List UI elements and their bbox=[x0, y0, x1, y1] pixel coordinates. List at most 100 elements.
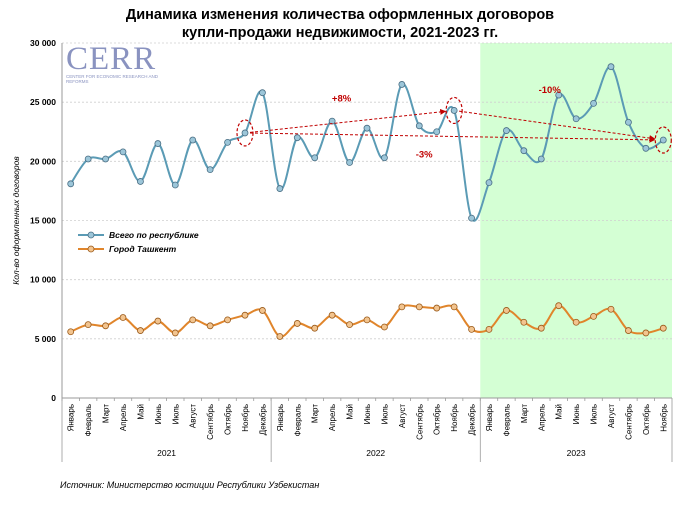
legend-label-tashkent: Город Ташкент bbox=[109, 244, 177, 254]
data-point-tashkent bbox=[520, 318, 528, 326]
x-tick-label: Сентябрь bbox=[206, 404, 215, 440]
data-point-total bbox=[450, 107, 458, 114]
cerr-logo: CERR CENTER FOR ECONOMIC RESEARCH AND RE… bbox=[66, 43, 161, 85]
chart-title-line1: Динамика изменения количества оформленны… bbox=[125, 7, 555, 23]
data-point-total bbox=[119, 148, 127, 156]
legend-swatch-total bbox=[78, 231, 104, 239]
x-tick-label: Апрель bbox=[537, 404, 546, 431]
annotation-label: -3% bbox=[416, 149, 433, 160]
x-tick-label: Октябрь bbox=[433, 404, 442, 435]
x-tick-label: Июль bbox=[380, 404, 389, 424]
x-tick-label: Февраль bbox=[502, 404, 511, 437]
data-point-total bbox=[84, 155, 92, 163]
data-point-total bbox=[485, 179, 493, 187]
x-tick-label: Май bbox=[136, 404, 145, 420]
x-tick-label: Декабрь bbox=[258, 404, 267, 435]
y-tick-label: 25 000 bbox=[30, 97, 56, 107]
y-tick-label: 0 bbox=[51, 393, 56, 403]
x-tick-label: Январь bbox=[67, 404, 76, 431]
y-axis-label: Кол-во оформленных договоров bbox=[11, 156, 21, 285]
data-point-total bbox=[241, 129, 249, 137]
chart-legend: Всего по республике Город Ташкент bbox=[78, 228, 199, 256]
year-label: 2023 bbox=[567, 448, 586, 458]
data-point-total bbox=[520, 147, 528, 155]
x-tick-label: Сентябрь bbox=[415, 404, 424, 440]
data-point-tashkent bbox=[346, 321, 353, 329]
data-point-tashkent bbox=[468, 325, 475, 333]
data-point-total bbox=[625, 118, 632, 126]
data-point-total bbox=[346, 159, 353, 166]
legend-item-total: Всего по республике bbox=[78, 228, 199, 242]
data-point-total bbox=[537, 155, 545, 163]
x-tick-label: Февраль bbox=[293, 404, 302, 437]
data-point-tashkent bbox=[119, 314, 127, 321]
data-point-total bbox=[171, 181, 179, 189]
annotation-arrow bbox=[249, 132, 656, 143]
x-tick-label: Март bbox=[520, 404, 529, 423]
data-point-total bbox=[555, 91, 563, 99]
data-point-tashkent bbox=[293, 320, 301, 327]
data-point-tashkent bbox=[67, 328, 75, 336]
data-point-tashkent bbox=[328, 311, 336, 319]
data-point-tashkent bbox=[259, 307, 266, 314]
data-point-tashkent bbox=[537, 324, 545, 332]
data-point-tashkent bbox=[642, 329, 650, 337]
data-point-total bbox=[468, 214, 475, 222]
data-point-tashkent bbox=[590, 312, 597, 320]
x-tick-label: Август bbox=[607, 404, 616, 428]
data-point-tashkent bbox=[224, 316, 231, 324]
data-point-tashkent bbox=[503, 307, 510, 314]
annotation-label: -10% bbox=[539, 85, 562, 96]
data-point-tashkent bbox=[137, 327, 144, 334]
year-label: 2021 bbox=[157, 448, 176, 458]
highlight-ellipse bbox=[654, 126, 672, 154]
x-tick-label: Июль bbox=[590, 404, 599, 424]
data-point-total bbox=[154, 140, 162, 147]
x-tick-label: Сентябрь bbox=[624, 404, 633, 440]
data-point-tashkent bbox=[84, 321, 92, 329]
x-tick-label: Июнь bbox=[572, 404, 581, 424]
data-point-total bbox=[189, 136, 197, 144]
x-tick-label: Апрель bbox=[328, 404, 337, 431]
data-point-total bbox=[433, 128, 441, 136]
x-tick-label: Ноябрь bbox=[659, 404, 668, 432]
data-point-tashkent bbox=[659, 324, 667, 332]
data-point-total bbox=[642, 144, 650, 152]
legend-item-tashkent: Город Ташкент bbox=[78, 242, 199, 256]
x-tick-label: Декабрь bbox=[468, 404, 477, 435]
data-point-total bbox=[381, 154, 388, 162]
y-tick-label: 5 000 bbox=[35, 334, 57, 344]
data-point-total bbox=[67, 180, 75, 188]
annotation-label: +8% bbox=[332, 94, 352, 105]
x-tick-label: Февраль bbox=[84, 404, 93, 437]
x-tick-label: Апрель bbox=[119, 404, 128, 431]
logo-subtitle: CENTER FOR ECONOMIC RESEARCH AND REFORMS bbox=[66, 74, 159, 84]
data-point-tashkent bbox=[189, 316, 197, 324]
data-point-tashkent bbox=[415, 303, 423, 311]
data-point-tashkent bbox=[241, 311, 249, 319]
data-point-total bbox=[311, 154, 319, 162]
legend-swatch-tashkent bbox=[78, 245, 104, 253]
y-tick-label: 15 000 bbox=[30, 216, 56, 226]
data-point-tashkent bbox=[572, 318, 580, 326]
data-point-total bbox=[206, 166, 214, 174]
data-point-total bbox=[590, 99, 597, 107]
x-tick-label: Май bbox=[555, 404, 564, 420]
data-point-total bbox=[607, 63, 615, 71]
y-tick-label: 30 000 bbox=[30, 38, 56, 48]
data-point-total bbox=[398, 81, 406, 88]
data-point-total bbox=[293, 134, 301, 142]
x-tick-label: Январь bbox=[485, 404, 494, 431]
data-point-tashkent bbox=[625, 327, 632, 334]
x-tick-label: Октябрь bbox=[224, 404, 233, 435]
data-point-total bbox=[259, 89, 266, 97]
legend-label-total: Всего по республике bbox=[109, 230, 199, 240]
x-tick-label: Май bbox=[346, 404, 355, 420]
data-point-tashkent bbox=[154, 317, 162, 325]
data-point-tashkent bbox=[433, 304, 441, 312]
x-tick-label: Ноябрь bbox=[450, 404, 459, 432]
highlight-ellipse bbox=[445, 96, 463, 125]
data-point-tashkent bbox=[381, 323, 388, 331]
data-point-tashkent bbox=[607, 305, 615, 313]
data-point-tashkent bbox=[276, 333, 284, 340]
